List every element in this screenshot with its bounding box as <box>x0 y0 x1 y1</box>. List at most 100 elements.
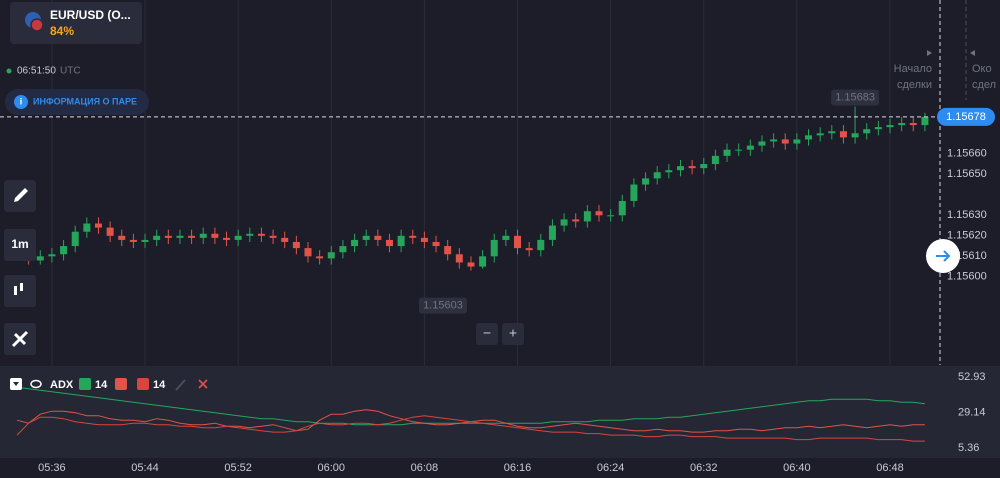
candle-body <box>141 239 149 242</box>
indicator-line <box>16 386 925 426</box>
info-icon <box>14 95 28 109</box>
timeframe-button[interactable] <box>4 229 36 261</box>
candle-body <box>909 123 917 126</box>
y-tick-label: 1.15600 <box>947 271 987 283</box>
candle-body <box>537 239 545 251</box>
x-tick-label: 06:32 <box>690 462 718 474</box>
plot <box>13 106 929 442</box>
x-tick-label: 06:48 <box>876 462 904 474</box>
candle-body <box>688 166 696 169</box>
indicator-name: ADX <box>50 379 74 391</box>
candle-body <box>723 149 731 156</box>
y-tick-label: 52.93 <box>958 371 986 383</box>
candle-body <box>164 235 172 238</box>
pair-name: EUR/USD (O... <box>50 8 131 22</box>
candle-body <box>560 219 568 226</box>
candle-body <box>48 254 56 257</box>
remove-indicator[interactable] <box>198 379 208 389</box>
candle-body <box>292 241 300 249</box>
candle-body <box>548 225 556 240</box>
end-marker <box>970 50 975 56</box>
candle-body <box>188 235 196 238</box>
candle-body <box>572 219 580 222</box>
candle-body <box>397 235 405 247</box>
candle-body <box>106 227 114 236</box>
candle-body <box>351 239 359 247</box>
info-icon-glyph: i <box>20 96 23 106</box>
chart-type-icon <box>20 283 23 291</box>
candle-body <box>71 231 79 247</box>
candle-body <box>281 237 289 242</box>
timezone: UTC <box>60 66 81 77</box>
candle-body <box>874 127 882 130</box>
minus-di-color[interactable] <box>137 378 149 390</box>
candle-body <box>385 239 393 247</box>
candle-body <box>735 149 743 151</box>
adx-color[interactable] <box>79 378 91 390</box>
indicator-line <box>16 415 925 442</box>
candle-body <box>479 256 487 267</box>
timeframe: 1m <box>11 237 28 251</box>
candle-body <box>223 237 231 240</box>
indicator-period: 14 <box>95 379 108 391</box>
indicator-period: 14 <box>153 379 166 391</box>
zoom-out-label: − <box>483 325 491 341</box>
candle-body <box>816 133 824 136</box>
high-price-label: 1.15683 <box>835 92 875 104</box>
y-tick-label: 1.15650 <box>947 168 987 180</box>
visibility-button[interactable] <box>30 379 42 389</box>
y-tick-label: 1.15620 <box>947 230 987 242</box>
candle-body <box>409 235 417 238</box>
candle-body <box>176 235 184 238</box>
candle-body <box>781 139 789 144</box>
trade-start-label: сделки <box>897 79 932 91</box>
trade-end-label: сдел <box>972 79 996 91</box>
zoom-out[interactable] <box>476 323 498 345</box>
high-price-box <box>831 89 880 106</box>
candle-body <box>525 248 533 251</box>
trade-start-label: Начало <box>894 63 932 75</box>
candle-body <box>269 235 277 238</box>
candle-body <box>60 246 68 255</box>
candle-body <box>886 125 894 128</box>
y-tick-label: 29.14 <box>958 406 986 418</box>
candle-body <box>211 233 219 238</box>
candle-body <box>676 166 684 171</box>
x-tick-label: 06:08 <box>411 462 439 474</box>
candle-body <box>432 241 440 247</box>
zoom-in-label: + <box>509 325 517 341</box>
y-tick-label: 1.15630 <box>947 209 987 221</box>
candle-body <box>467 262 475 267</box>
info-label: ИНФОРМАЦИЯ О ПАРЕ <box>33 96 137 106</box>
chart-type-icon <box>14 286 17 295</box>
candle-body <box>711 155 719 165</box>
current-price-label: 1.15678 <box>946 111 986 123</box>
candle-body <box>653 172 661 179</box>
low-price-box <box>418 297 467 314</box>
edit-indicator[interactable] <box>175 379 186 391</box>
info-button[interactable] <box>5 89 149 115</box>
candle-body <box>94 223 102 228</box>
candle-body <box>630 184 638 201</box>
candle-body <box>234 235 242 240</box>
start-marker <box>927 50 932 56</box>
plus-di-color[interactable] <box>115 378 127 390</box>
candle-body <box>583 211 591 222</box>
candle-body <box>153 235 161 240</box>
candle-body <box>595 211 603 216</box>
pencil-icon <box>14 188 28 202</box>
candle-body <box>502 235 510 240</box>
x-tick-label: 05:44 <box>131 462 159 474</box>
candle-body <box>257 233 265 236</box>
candle-body <box>700 164 708 169</box>
zoom-in[interactable] <box>502 323 524 345</box>
pair-card[interactable] <box>10 2 142 44</box>
low-price-label: 1.15603 <box>423 300 463 312</box>
candle-body <box>665 170 673 173</box>
candle-body <box>327 252 335 259</box>
candle-body <box>374 235 382 240</box>
y-tick-label: 1.15660 <box>947 148 987 160</box>
candle-body <box>851 133 859 138</box>
